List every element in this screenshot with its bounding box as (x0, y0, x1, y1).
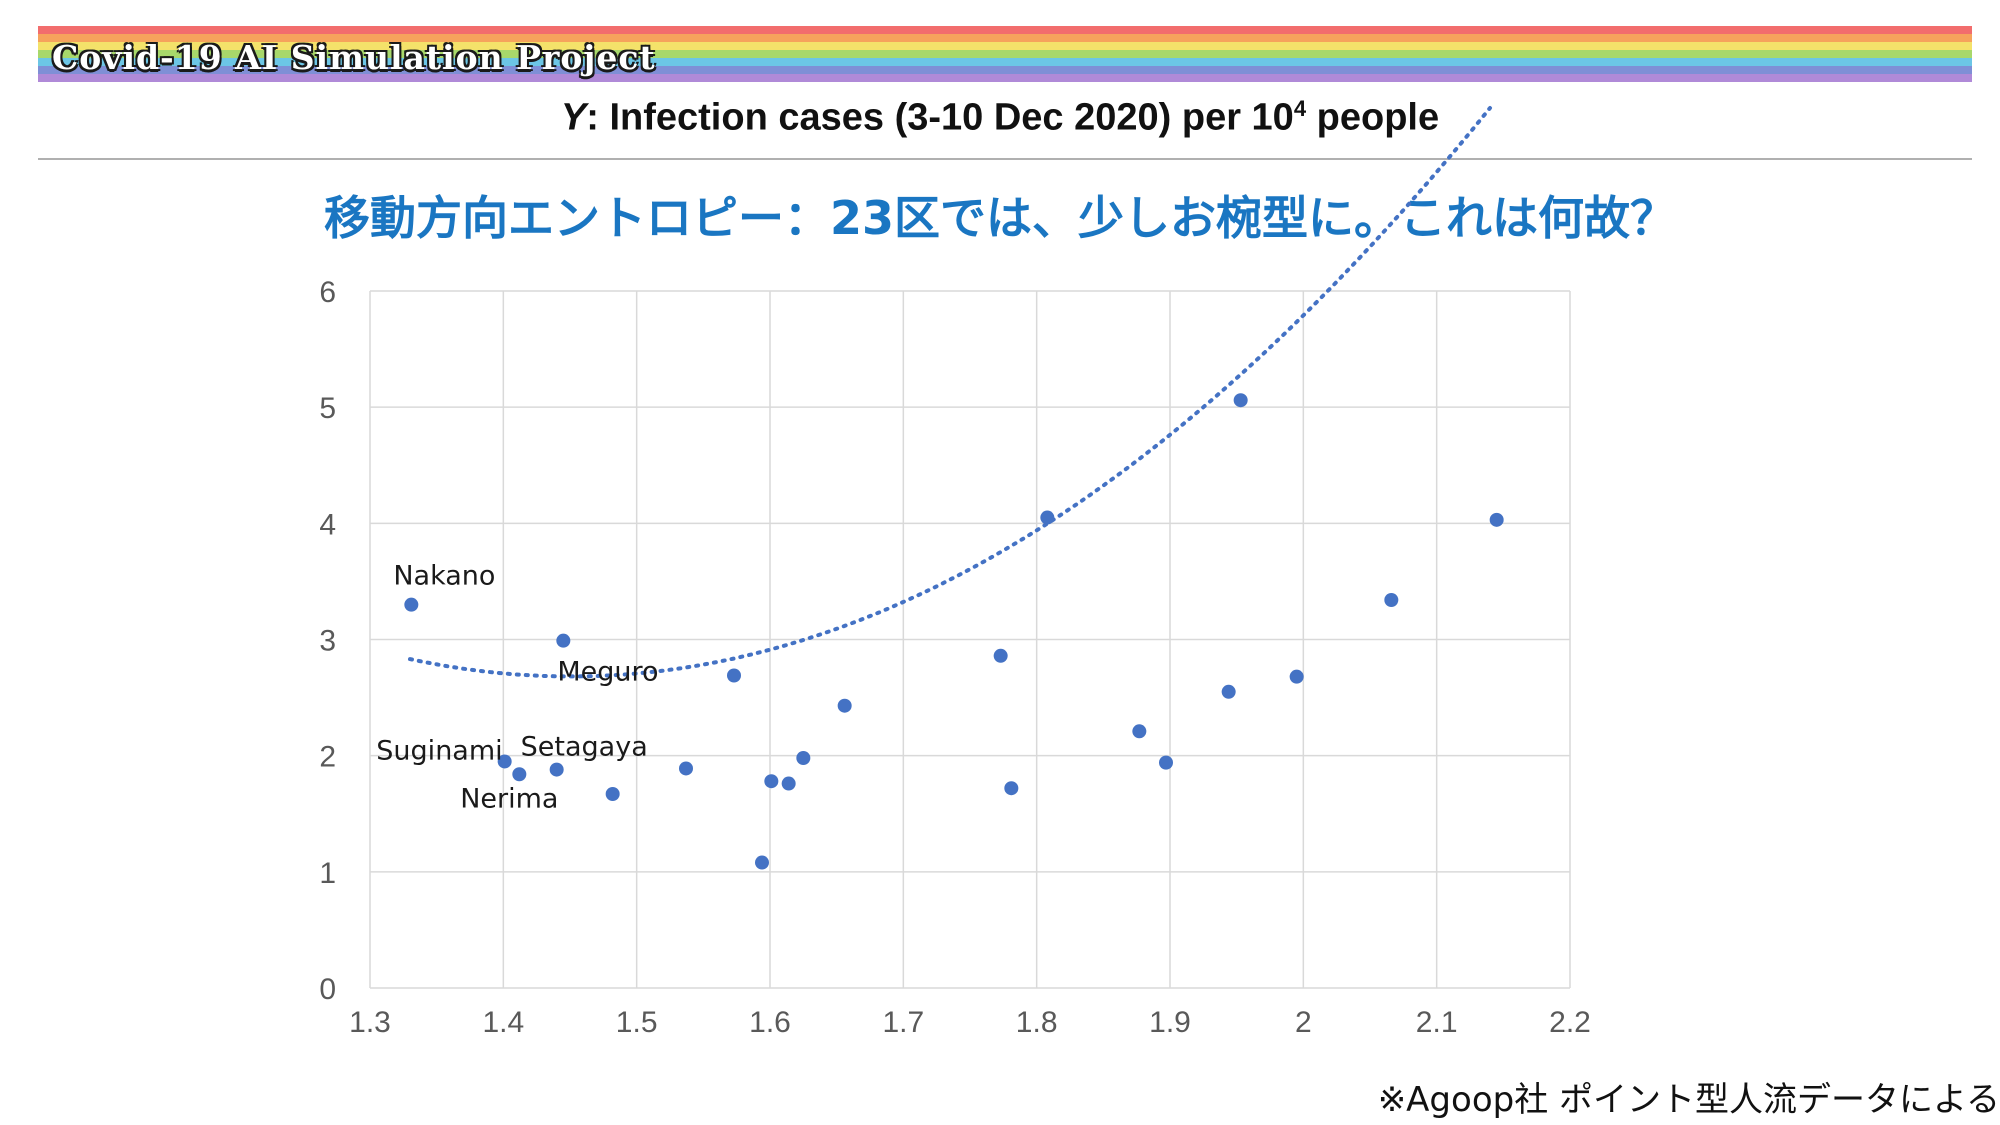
data-point (1384, 593, 1399, 608)
page-heading: 移動方向エントロピー：23区では、少しお椀型に。これは何故？ (323, 191, 1676, 245)
x-tick-label: 1.6 (749, 1006, 791, 1039)
point-label: Nakano (393, 561, 495, 592)
x-tick-label: 2 (1295, 1006, 1312, 1039)
y-tick-label: 6 (319, 276, 336, 309)
rainbow-stripe (38, 26, 1972, 34)
x-tick-label: 1.8 (1016, 1006, 1058, 1039)
data-point (549, 762, 564, 777)
data-point (764, 774, 779, 789)
data-point (1289, 669, 1304, 684)
rainbow-stripe (38, 58, 1972, 66)
data-point (1004, 781, 1019, 796)
rainbow-stripe (38, 74, 1972, 82)
y-tick-label: 0 (319, 973, 336, 1006)
y-tick-label: 5 (319, 392, 336, 425)
data-point (993, 648, 1008, 663)
rainbow-stripe (38, 34, 1972, 42)
y-tick-label: 4 (319, 508, 336, 541)
rainbow-stripe (38, 50, 1972, 58)
data-point (1233, 393, 1248, 408)
data-point (556, 633, 571, 648)
data-point (512, 767, 527, 782)
x-tick-label: 1.5 (616, 1006, 658, 1039)
data-point (404, 597, 419, 612)
banner-title: Covid-19 AI Simulation Project (52, 38, 656, 77)
x-tick-label: 1.9 (1149, 1006, 1191, 1039)
subtitle-text: : Infection cases (3-10 Dec 2020) per 10 (586, 96, 1294, 139)
data-point (497, 754, 512, 769)
x-tick-label: 1.4 (482, 1006, 524, 1039)
rainbow-stripes (38, 26, 1972, 82)
x-tick-label: 2.2 (1549, 1006, 1591, 1039)
data-point (781, 776, 796, 791)
data-point (755, 855, 769, 870)
divider (38, 158, 1972, 160)
banner: Covid-19 AI Simulation Project (38, 26, 1972, 88)
chart-subtitle: Y: Infection cases (3-10 Dec 2020) per 1… (0, 96, 2000, 140)
data-point (605, 787, 620, 802)
y-tick-label: 2 (319, 741, 336, 774)
x-tick-label: 1.3 (349, 1006, 391, 1039)
rainbow-stripe (38, 66, 1972, 74)
trendline (408, 106, 1492, 679)
point-label: Nerima (460, 783, 558, 814)
x-tick-label: 1.7 (882, 1006, 924, 1039)
point-label: Suginami (376, 735, 502, 766)
subtitle-y-symbol: Y (560, 96, 587, 139)
rainbow-stripe (38, 42, 1972, 50)
y-tick-label: 1 (319, 857, 336, 890)
data-point (837, 698, 852, 713)
source-note: ※Agoop社 ポイント型人流データによる (1377, 1080, 2000, 1120)
data-point (679, 761, 693, 776)
data-point (1221, 684, 1236, 699)
subtitle-superscript: 4 (1293, 96, 1307, 121)
data-point (1040, 510, 1055, 525)
data-point (1489, 512, 1504, 527)
y-tick-label: 3 (319, 625, 336, 658)
x-tick-label: 2.1 (1416, 1006, 1458, 1039)
data-point (1132, 724, 1147, 739)
data-point (796, 750, 811, 765)
data-point (1159, 755, 1173, 770)
point-label: Setagaya (521, 732, 648, 763)
subtitle-text-end: people (1306, 96, 1440, 139)
point-label: Meguro (557, 657, 658, 688)
data-point (727, 668, 741, 683)
